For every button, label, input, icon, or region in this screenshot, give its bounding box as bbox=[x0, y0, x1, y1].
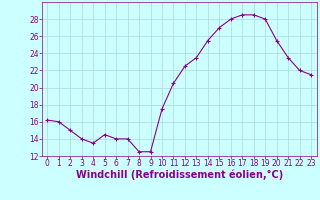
X-axis label: Windchill (Refroidissement éolien,°C): Windchill (Refroidissement éolien,°C) bbox=[76, 169, 283, 180]
